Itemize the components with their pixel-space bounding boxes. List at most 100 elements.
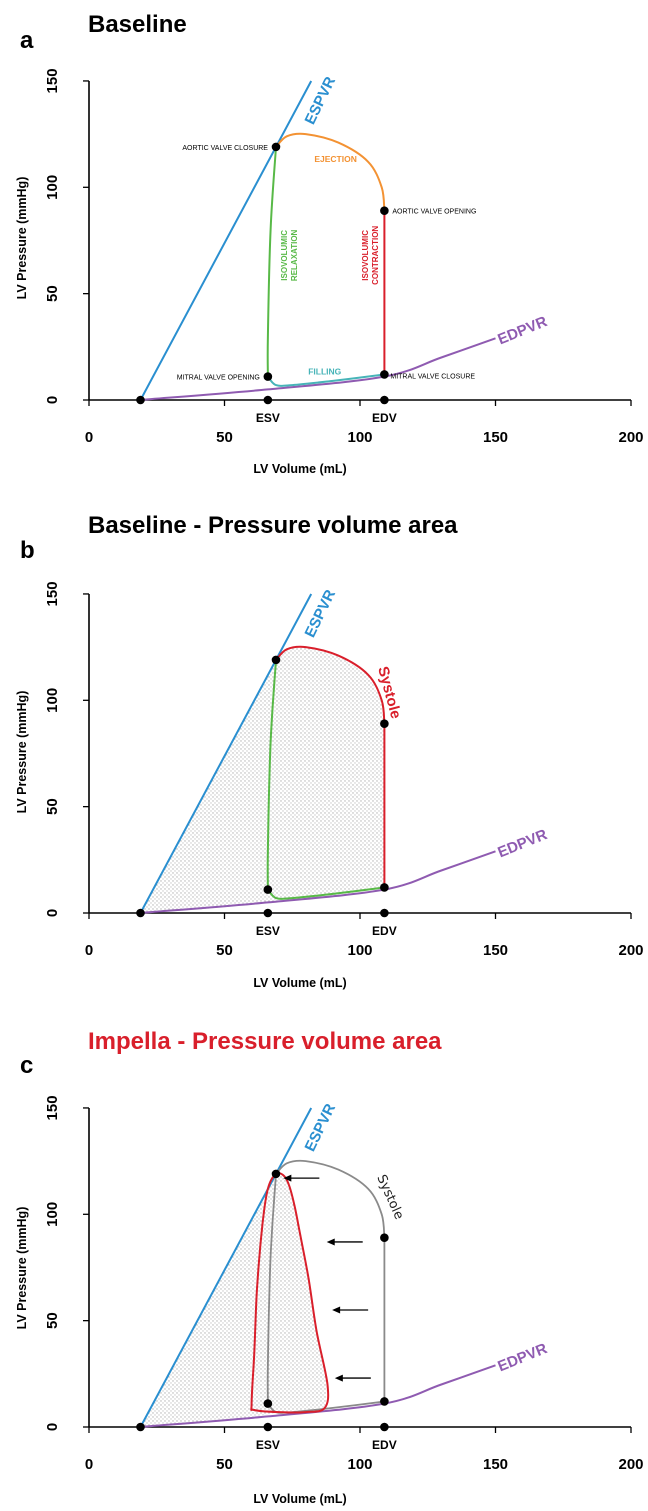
x-tick-label: 100 [347,942,372,959]
panel-letter-b: b [20,537,35,564]
x-tick-label: 200 [618,1456,643,1473]
y-tick-label: 50 [44,798,61,815]
x-tick-label: 0 [85,429,93,446]
panel-b-plot: 0 50 100 150 200 0 50 100 150 ESV EDV ESPVR EDPVR [44,581,644,959]
pv-point [271,142,281,152]
edpvr-label: EDPVR [495,1340,549,1375]
pv-point [380,719,389,728]
pressure-volume-area-fill [140,647,385,913]
panel-c-plot: 0 50 100 150 200 0 50 100 150 ESV EDV ESPVR EDPVR [44,1095,644,1473]
panel-letter-a: a [20,27,34,54]
edpvr-label: EDPVR [495,826,549,861]
volume-label-edv: EDV [372,1438,397,1452]
annotation-label: MITRAL VALVE OPENING [177,375,260,382]
y-tick-label: 0 [44,396,61,404]
pv-point [263,1422,273,1432]
pv-point [380,1233,389,1242]
pv-point [136,908,145,918]
y-tick-label: 50 [44,285,61,302]
ejection-label: EJECTION [314,154,357,164]
y-tick-label: 150 [44,68,61,93]
arrow-head [334,1374,343,1382]
espvr-label: ESPVR [302,1101,340,1154]
x-tick-label: 200 [618,942,643,959]
panel-c-xlabel: LV Volume (mL) [253,1492,346,1506]
y-tick-label: 100 [44,688,61,713]
pv-point [380,1422,389,1432]
x-tick-label: 0 [85,1456,93,1473]
annotation-label: AORTIC VALVE CLOSURE [182,145,268,152]
edpvr-curve [140,337,496,401]
panel-letter-c: c [20,1052,33,1079]
edpvr-curve [140,1364,496,1428]
x-tick-label: 100 [347,1456,372,1473]
annotation-label: AORTIC VALVE OPENING [392,209,476,216]
pv-point [380,908,389,918]
relaxation-label: ISOVOLUMICRELAXATION [280,229,299,281]
pv-point [263,908,273,918]
arrow-head [332,1306,341,1314]
y-tick-label: 100 [44,1202,61,1227]
baseline-loop-ejection [275,1159,386,1238]
pv-point [263,395,273,405]
panel-a-xlabel: LV Volume (mL) [253,462,346,476]
pv-point [380,1397,389,1406]
ejection-curve [275,132,386,211]
filling-label: FILLING [308,366,341,376]
pv-point [380,370,389,379]
x-tick-label: 150 [483,1456,508,1473]
arrow-head [283,1174,292,1182]
pv-point [380,395,389,405]
pv-point [380,206,389,215]
espvr-label: ESPVR [302,74,340,127]
panel-c-ylabel: LV Pressure (mmHg) [15,1207,29,1330]
pv-point [271,655,281,665]
pv-point [136,395,145,405]
impella-loop [250,1172,330,1414]
panel-a-title: Baseline [88,11,187,38]
y-tick-label: 100 [44,175,61,200]
panel-a-plot: 0 50 100 150 200 0 50 100 150 ESV EDV ESPVR EDPVR EJE… [44,68,644,446]
x-tick-label: 100 [347,429,372,446]
pv-point [271,1169,281,1179]
arrow-head [326,1238,335,1246]
annotation-label: MITRAL VALVE CLOSURE [390,373,475,380]
volume-label-esv: ESV [256,411,280,425]
pressure-volume-area-fill [140,1173,328,1427]
y-tick-label: 150 [44,1095,61,1120]
volume-label-edv: EDV [372,411,397,425]
relaxation-curve [266,659,277,890]
panel-c-systole-label: Systole [373,1173,406,1222]
espvr-label: ESPVR [302,587,340,640]
panel-b-title: Baseline - Pressure volume area [88,512,458,539]
volume-label-edv: EDV [372,924,397,938]
edpvr-curve [140,850,496,914]
pv-point [380,883,389,892]
y-tick-label: 0 [44,1423,61,1431]
y-tick-label: 150 [44,581,61,606]
edpvr-label: EDPVR [495,313,549,348]
panel-a-ylabel: LV Pressure (mmHg) [15,177,29,300]
filling-curve [267,373,385,387]
baseline-loop-relaxation [266,1173,277,1404]
x-tick-label: 50 [216,429,233,446]
y-tick-label: 50 [44,1312,61,1329]
pv-point [136,1422,145,1432]
x-tick-label: 50 [216,1456,233,1473]
x-tick-label: 200 [618,429,643,446]
contraction-label: ISOVOLUMICCONTRACTION [361,226,380,285]
volume-label-esv: ESV [256,1438,280,1452]
systole-ejection-curve [275,645,386,724]
pv-point [263,1399,273,1408]
panel-b-xlabel: LV Volume (mL) [253,976,346,990]
panel-b-ylabel: LV Pressure (mmHg) [15,691,29,814]
x-tick-label: 50 [216,942,233,959]
pv-point [263,372,273,381]
x-tick-label: 150 [483,942,508,959]
pv-point [263,885,273,894]
filling-curve [267,886,385,900]
x-tick-label: 0 [85,942,93,959]
relaxation-curve [266,146,277,377]
chart-marks-layer: 0 50 100 150 200 0 50 100 150 ESV EDV ESPVR EDPVR EJE… [44,68,644,1473]
